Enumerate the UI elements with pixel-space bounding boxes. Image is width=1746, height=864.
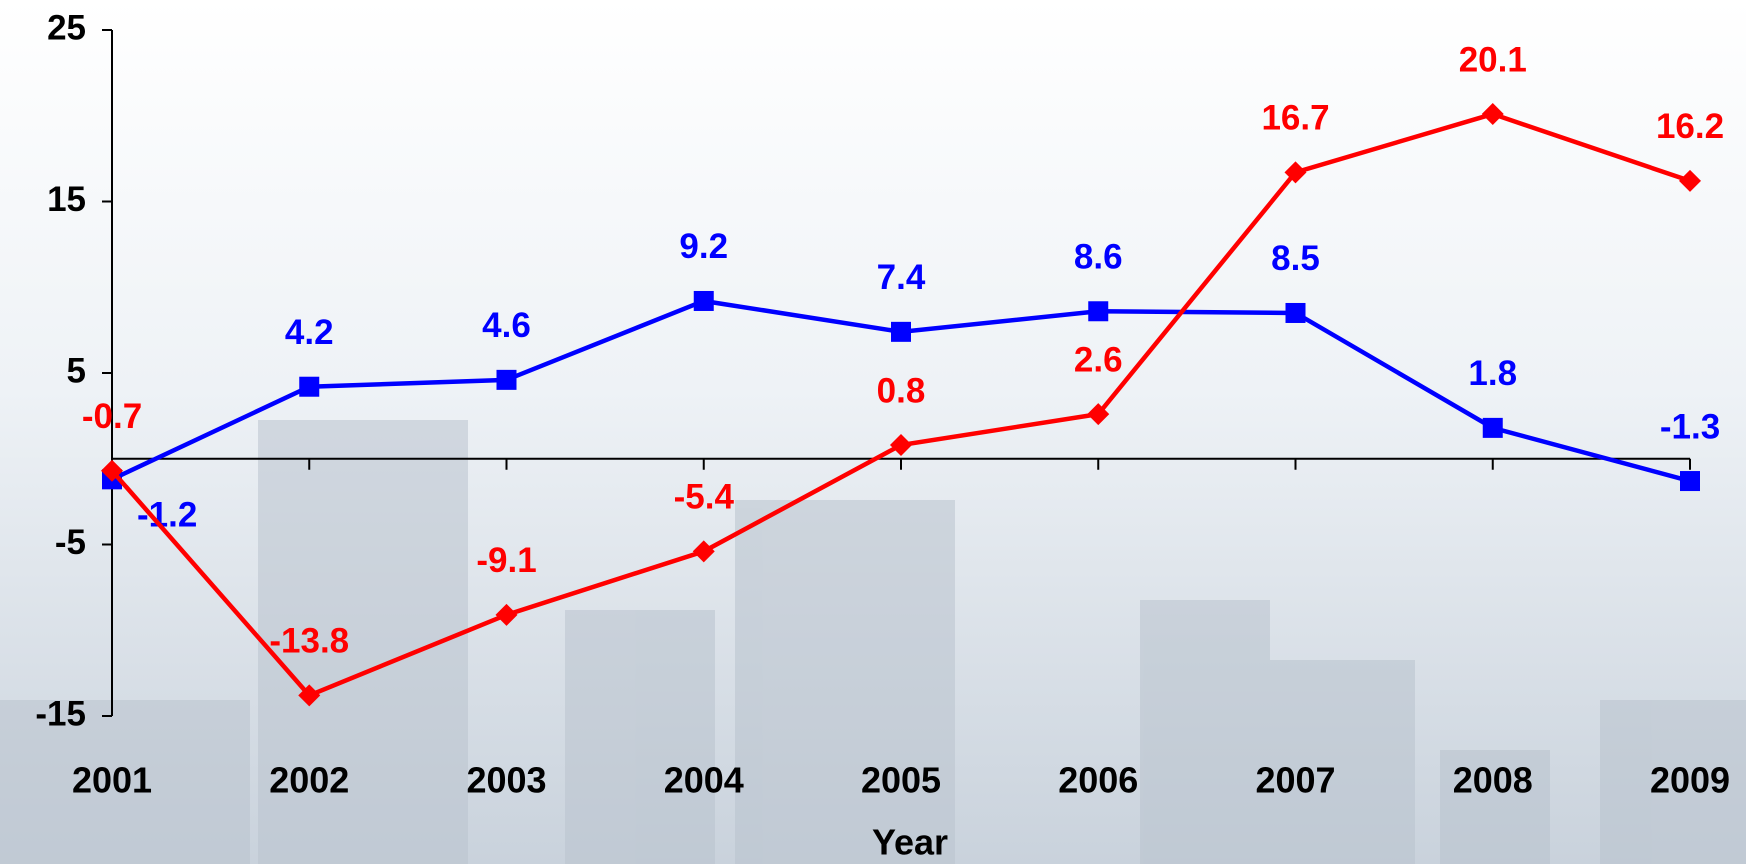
y-tick-label: -15	[35, 694, 86, 733]
y-tick-label: 5	[67, 351, 86, 390]
y-tick-label: 25	[47, 8, 86, 47]
data-label: 16.7	[1261, 99, 1329, 138]
x-tick-label: 2004	[664, 760, 744, 801]
marker	[1680, 471, 1700, 491]
data-label: 1.8	[1468, 354, 1517, 393]
data-label: 20.1	[1459, 40, 1527, 79]
data-label: -13.8	[269, 622, 349, 661]
data-label: 4.6	[482, 306, 531, 345]
marker	[694, 291, 714, 311]
x-tick-label: 2008	[1453, 760, 1533, 801]
x-tick-label: 2002	[269, 760, 349, 801]
x-tick-label: 2007	[1255, 760, 1335, 801]
x-axis-label: Year	[872, 822, 948, 863]
marker	[891, 322, 911, 342]
marker	[497, 370, 517, 390]
data-label: 8.6	[1074, 238, 1123, 277]
x-tick-label: 2003	[466, 760, 546, 801]
marker	[1286, 303, 1306, 323]
marker	[1483, 418, 1503, 438]
data-label: 7.4	[877, 258, 926, 297]
x-tick-label: 2001	[72, 760, 152, 801]
marker	[1088, 301, 1108, 321]
marker	[299, 377, 319, 397]
data-label: -5.4	[674, 478, 735, 517]
data-label: -0.7	[82, 397, 142, 436]
x-tick-label: 2009	[1650, 760, 1730, 801]
x-tick-label: 2005	[861, 760, 941, 801]
x-tick-label: 2006	[1058, 760, 1138, 801]
data-label: -1.3	[1660, 407, 1720, 446]
data-label: 16.2	[1656, 107, 1724, 146]
data-label: 0.8	[877, 371, 926, 410]
y-tick-label: -5	[55, 523, 86, 562]
chart: Year -15 -5 5 15 25 2001 2002 2003 2004 2005 2006 2…	[0, 0, 1746, 864]
data-label: 2.6	[1074, 340, 1123, 379]
data-label: 8.5	[1271, 239, 1320, 278]
data-label: -1.2	[137, 496, 197, 535]
data-label: -9.1	[476, 541, 536, 580]
y-tick-label: 15	[47, 180, 86, 219]
data-label: 4.2	[285, 313, 334, 352]
data-label: 9.2	[679, 227, 728, 266]
